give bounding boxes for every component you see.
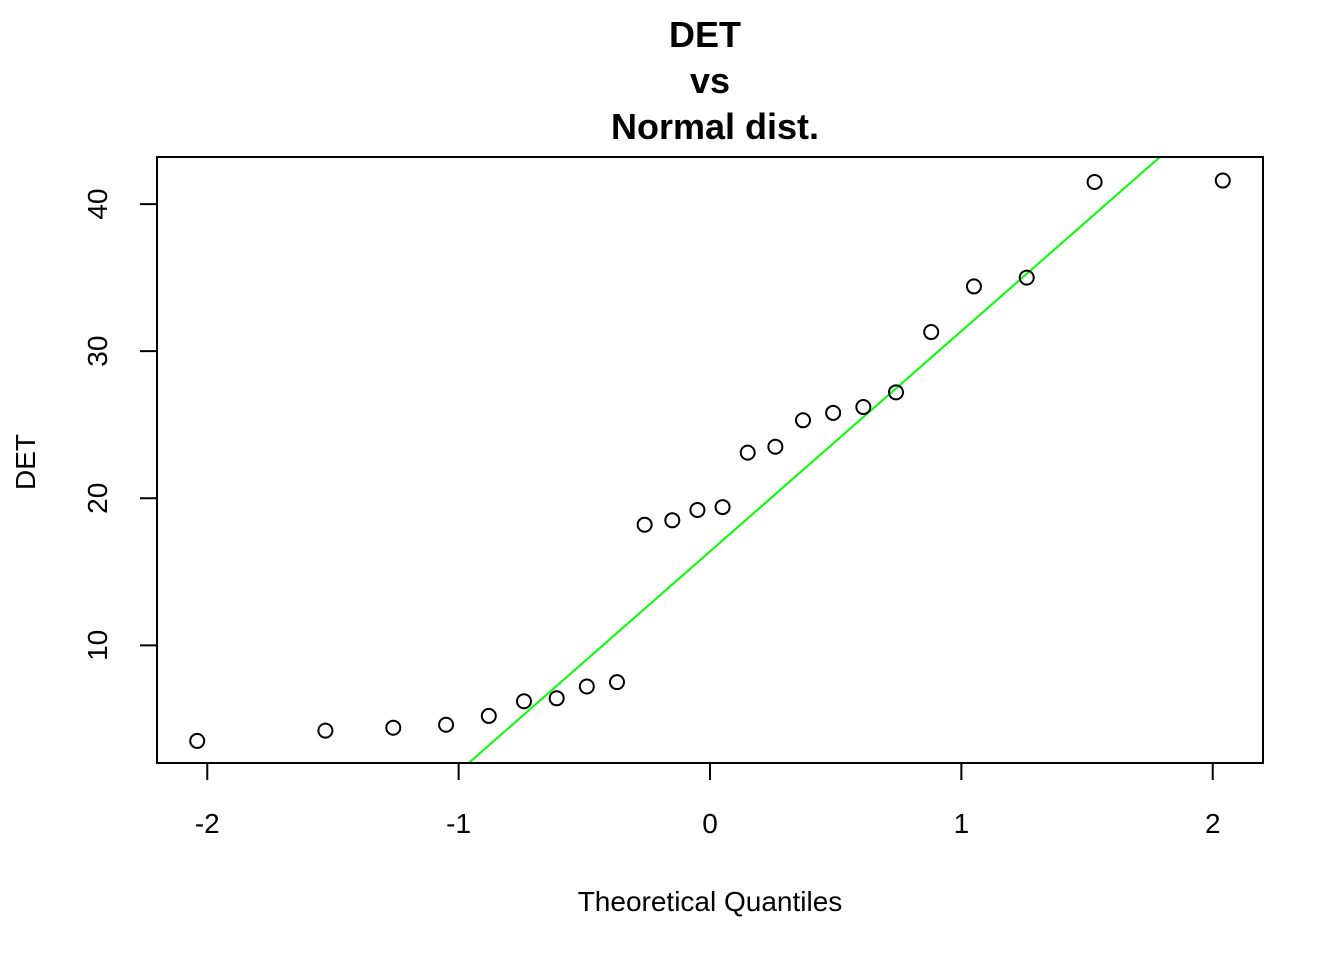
y-tick-label: 40 xyxy=(82,188,113,219)
data-point xyxy=(825,404,842,421)
data-point xyxy=(923,324,940,341)
title-line-1: DET xyxy=(669,14,741,55)
data-point xyxy=(636,516,653,533)
data-point xyxy=(965,278,982,295)
x-tick-label: -1 xyxy=(446,808,471,839)
y-axis: 10 20 30 40 xyxy=(82,188,158,661)
x-tick-label: 0 xyxy=(702,808,718,839)
data-point xyxy=(1214,172,1231,189)
data-point xyxy=(385,719,402,736)
data-point xyxy=(888,384,905,401)
title-line-3: Normal dist. xyxy=(611,106,819,147)
data-point xyxy=(795,412,812,429)
plot-frame xyxy=(156,156,1264,764)
data-point xyxy=(664,512,681,529)
data-point xyxy=(608,674,625,691)
data-point xyxy=(739,444,756,461)
y-axis-label: DET xyxy=(10,434,41,490)
data-point xyxy=(578,678,595,695)
data-point xyxy=(515,693,532,710)
data-point xyxy=(689,502,706,519)
data-points xyxy=(189,172,1231,749)
data-point xyxy=(1086,174,1103,191)
chart-title: DET vs Normal dist. xyxy=(611,14,819,147)
data-point xyxy=(767,438,784,455)
title-line-2: vs xyxy=(690,60,730,101)
x-axis: -2 -1 0 1 2 xyxy=(195,762,1221,839)
x-tick-label: 1 xyxy=(954,808,970,839)
data-point xyxy=(548,690,565,707)
data-point xyxy=(189,732,206,749)
x-tick-label: -2 xyxy=(195,808,220,839)
data-point xyxy=(714,499,731,516)
data-point xyxy=(1018,269,1035,286)
x-axis-label: Theoretical Quantiles xyxy=(578,886,843,917)
data-point xyxy=(317,722,334,739)
data-point xyxy=(480,707,497,724)
data-point xyxy=(438,716,455,733)
y-tick-label: 30 xyxy=(82,336,113,367)
reference-line xyxy=(468,157,1161,763)
data-point xyxy=(855,399,872,416)
x-tick-label: 2 xyxy=(1205,808,1221,839)
y-tick-label: 20 xyxy=(82,483,113,514)
y-tick-label: 10 xyxy=(82,630,113,661)
